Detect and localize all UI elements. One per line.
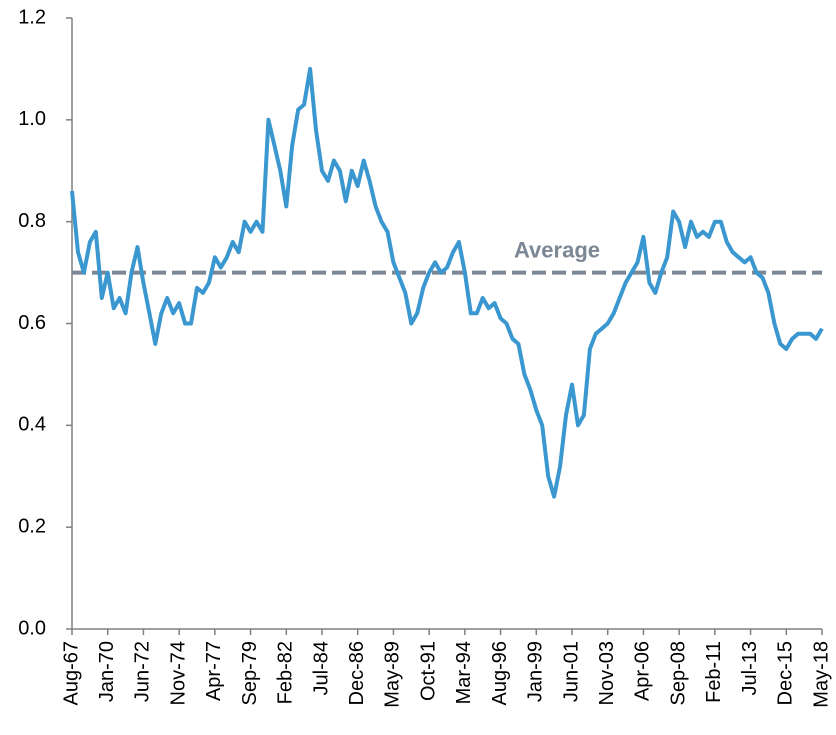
x-tick-label: Jan-99 [525, 641, 547, 702]
x-tick-label: Nov-03 [596, 641, 618, 705]
x-tick-label: Dec-86 [346, 641, 368, 705]
y-tick-label: 0.4 [18, 414, 46, 436]
y-tick-label: 0.2 [18, 515, 46, 537]
x-tick-label: Sep-79 [239, 641, 261, 706]
x-tick-label: Dec-15 [775, 641, 797, 705]
x-tick-label: Apr-06 [632, 641, 654, 701]
x-tick-label: Jul-84 [310, 641, 332, 695]
x-tick-label: Aug-96 [489, 641, 511, 706]
x-tick-label: Jan-70 [96, 641, 118, 702]
y-tick-label: 0.6 [18, 312, 46, 334]
x-tick-label: Feb-11 [703, 641, 725, 703]
x-tick-label: Jul-13 [739, 641, 761, 695]
x-tick-label: Jun-01 [560, 641, 582, 702]
x-tick-label: Aug-67 [60, 641, 82, 706]
x-tick-label: Sep-08 [667, 641, 689, 706]
y-tick-label: 1.0 [18, 108, 46, 130]
x-tick-label: May-18 [810, 641, 832, 708]
x-tick-label: Feb-82 [275, 641, 297, 704]
y-tick-label: 0.8 [18, 210, 46, 232]
x-tick-label: Oct-91 [417, 641, 439, 701]
y-tick-label: 0.0 [18, 617, 46, 639]
data-line [70, 66, 824, 499]
y-tick-label: 1.2 [18, 6, 46, 28]
average-label: Average [514, 237, 600, 262]
x-tick-label: Mar-94 [453, 641, 475, 704]
x-tick-label: Jun-72 [132, 641, 154, 702]
x-tick-label: Apr-77 [203, 641, 225, 701]
x-tick-label: May-89 [382, 641, 404, 708]
x-tick-label: Nov-74 [167, 641, 189, 705]
